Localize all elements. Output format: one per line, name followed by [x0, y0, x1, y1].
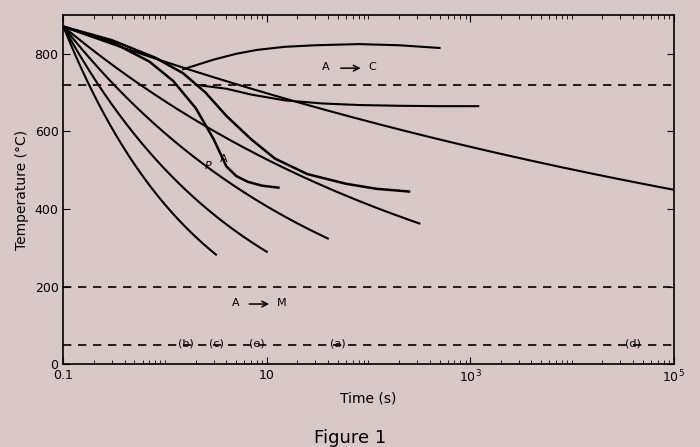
Text: (d): (d)	[625, 339, 640, 349]
Text: A: A	[220, 154, 228, 164]
Text: (e): (e)	[248, 339, 265, 349]
Text: A: A	[322, 63, 330, 72]
Text: A: A	[232, 298, 239, 308]
Text: P: P	[204, 161, 211, 171]
Y-axis label: Temperature (°C): Temperature (°C)	[15, 130, 29, 249]
Text: (a): (a)	[330, 339, 346, 349]
Text: (c): (c)	[209, 339, 223, 349]
Text: Figure 1: Figure 1	[314, 429, 386, 447]
X-axis label: Time (s): Time (s)	[340, 391, 397, 405]
Text: C: C	[368, 63, 376, 72]
Text: (b): (b)	[178, 339, 193, 349]
Text: M: M	[277, 298, 286, 308]
